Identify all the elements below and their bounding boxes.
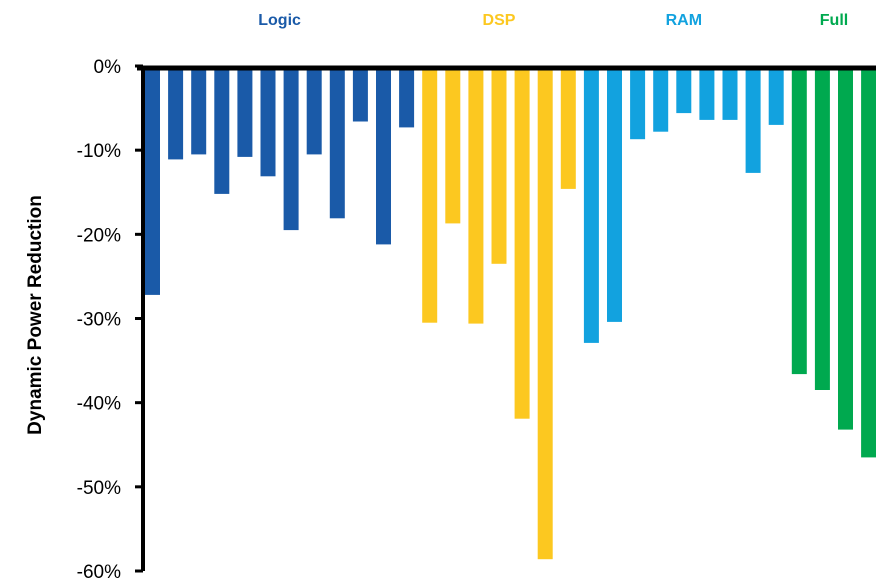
bar-logic xyxy=(260,68,276,177)
bar-ram xyxy=(676,68,692,114)
bar-ram xyxy=(745,68,761,173)
group-labels-layer: Logic DSP RAM Full xyxy=(258,12,848,29)
bar-logic xyxy=(191,68,207,155)
y-axis-title: Dynamic Power Reduction xyxy=(25,195,46,435)
bars-layer xyxy=(145,68,876,560)
bar-ram xyxy=(653,68,669,132)
y-ticks-layer: 0% -10% -20% -30% -40% -50% -60% xyxy=(77,57,143,578)
bar-full xyxy=(814,68,830,390)
bar-logic xyxy=(376,68,391,245)
bar-ram xyxy=(630,68,646,140)
bar-ram xyxy=(583,68,599,343)
bar-dsp xyxy=(537,68,553,560)
group-label-dsp: DSP xyxy=(483,12,516,29)
bar-logic xyxy=(168,68,184,160)
bar-ram xyxy=(699,68,715,120)
bar-logic xyxy=(329,68,345,219)
y-tick-label: -30% xyxy=(77,310,121,331)
bar-ram xyxy=(768,68,784,125)
bar-logic xyxy=(352,68,368,122)
bar-ram xyxy=(722,68,738,120)
bar-dsp xyxy=(491,68,507,264)
group-label-logic: Logic xyxy=(258,12,301,29)
bar-logic xyxy=(145,68,160,295)
bar-full xyxy=(861,68,876,458)
group-label-ram: RAM xyxy=(666,12,702,29)
y-tick-label: -20% xyxy=(77,225,121,246)
bar-full xyxy=(791,68,807,375)
bar-dsp xyxy=(514,68,530,419)
bar-ram xyxy=(607,68,622,322)
y-tick-label: 0% xyxy=(94,57,122,78)
bar-logic xyxy=(399,68,415,128)
bar-dsp xyxy=(445,68,461,224)
bar-dsp xyxy=(422,68,438,323)
group-label-full: Full xyxy=(820,12,848,29)
bar-logic xyxy=(283,68,299,231)
y-tick-label: -60% xyxy=(77,562,121,578)
bar-dsp xyxy=(560,68,576,189)
bar-logic xyxy=(237,68,253,157)
bar-dsp xyxy=(468,68,484,324)
y-tick-label: -10% xyxy=(77,141,121,162)
y-tick-label: -40% xyxy=(77,394,121,415)
bar-full xyxy=(838,68,853,430)
bar-logic xyxy=(306,68,322,155)
y-tick-label: -50% xyxy=(77,478,121,499)
bar-logic xyxy=(214,68,230,194)
